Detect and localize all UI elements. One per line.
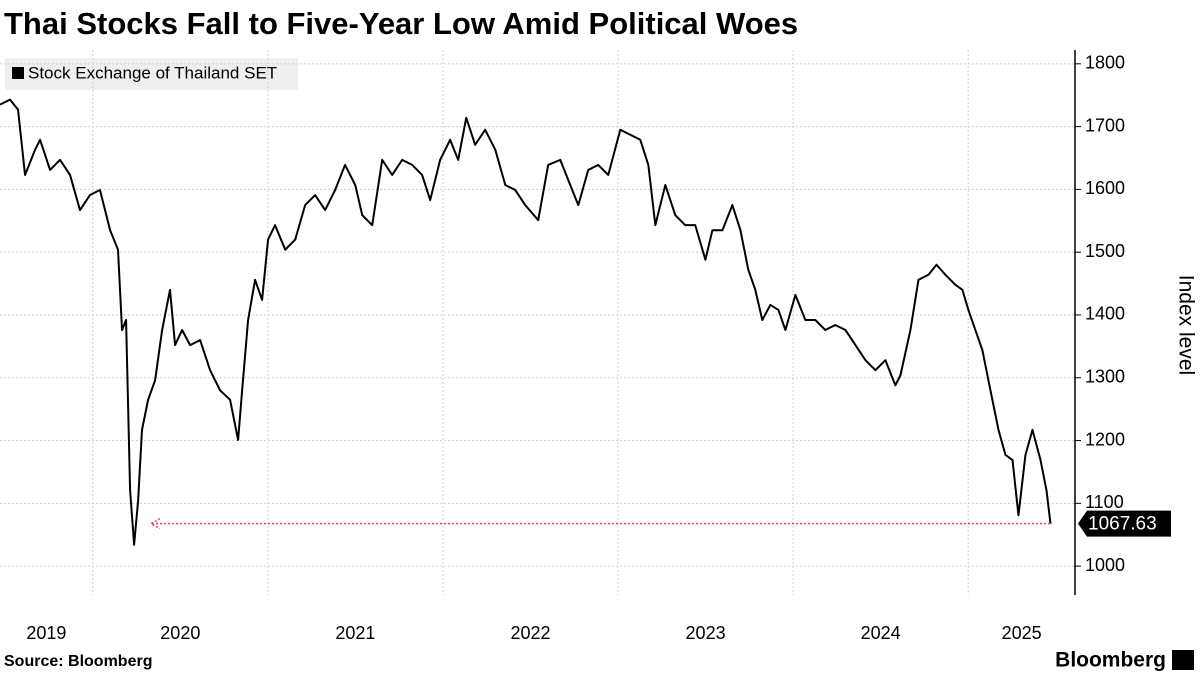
x-tick-label: 2021 — [335, 623, 375, 643]
chart-title: Thai Stocks Fall to Five-Year Low Amid P… — [4, 6, 798, 41]
legend-label: Stock Exchange of Thailand SET — [28, 63, 277, 82]
y-tick-label: 1700 — [1085, 115, 1125, 135]
x-tick-label: 2022 — [510, 623, 550, 643]
y-tick-label: 1500 — [1085, 241, 1125, 261]
y-tick-label: 1200 — [1085, 429, 1125, 449]
brand-icon — [1172, 650, 1194, 670]
y-tick-label: 1600 — [1085, 178, 1125, 198]
y-tick-label: 1100 — [1085, 492, 1124, 512]
y-tick-label: 1000 — [1085, 555, 1125, 575]
x-tick-label: 2024 — [861, 623, 901, 643]
brand: Bloomberg — [1055, 649, 1166, 672]
y-axis-label: Index level — [1174, 275, 1197, 375]
x-tick-label: 2023 — [686, 623, 726, 643]
reference-arrow — [149, 517, 161, 530]
source: Source: Bloomberg — [4, 653, 152, 670]
y-tick-label: 1300 — [1085, 367, 1125, 387]
x-tick-label: 2020 — [160, 623, 200, 643]
line — [0, 98, 1052, 546]
x-tick-label: 2019 — [26, 623, 66, 643]
legend-swatch — [12, 67, 24, 79]
y-tick-label: 1800 — [1085, 53, 1125, 73]
value-label: 1067.63 — [1088, 514, 1157, 535]
value-label-box — [1078, 510, 1171, 537]
x-tick-label: 2025 — [1002, 623, 1042, 643]
y-tick-label: 1400 — [1085, 304, 1125, 324]
